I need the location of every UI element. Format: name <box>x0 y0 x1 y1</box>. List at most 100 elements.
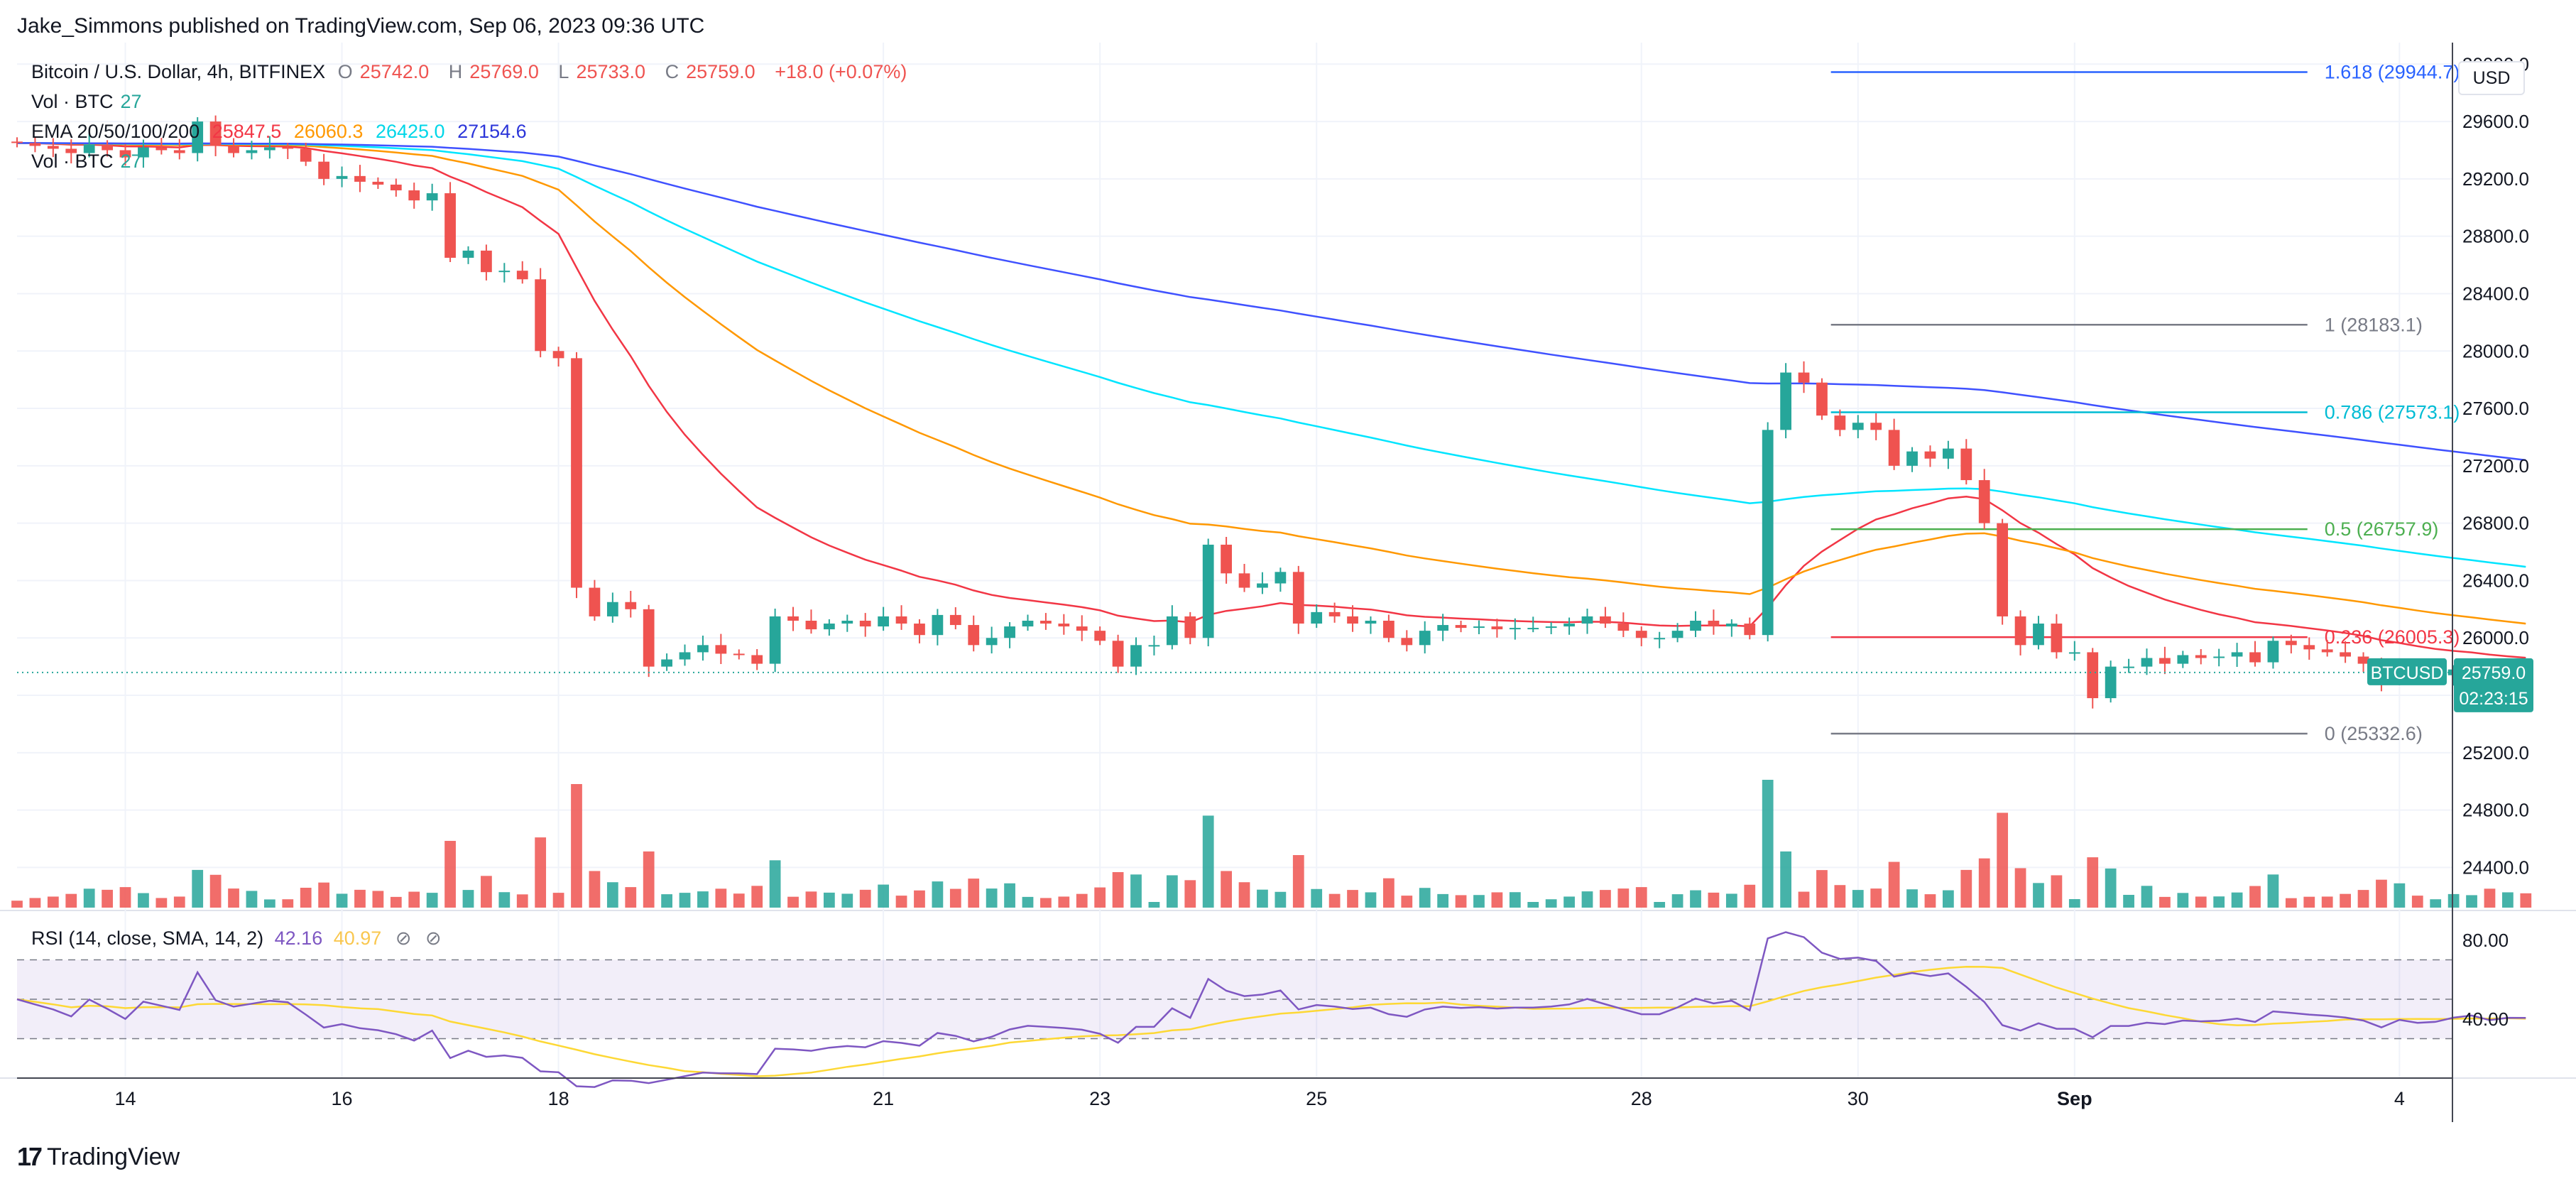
candle-body <box>1184 616 1196 638</box>
volume-bar <box>805 891 817 908</box>
legend-vol1[interactable]: Vol · BTC 27 <box>31 91 149 113</box>
volume-bar <box>300 888 312 908</box>
volume-bar <box>1257 889 1268 908</box>
candle-body <box>2087 652 2099 699</box>
volume-bar <box>1852 890 1864 908</box>
volume-bar <box>481 876 492 908</box>
volume-bar <box>2303 896 2315 908</box>
candle-body <box>751 655 763 664</box>
ema50-value: 26060.3 <box>293 121 364 142</box>
rsi-band <box>17 959 2452 1040</box>
y-tick-label: 28400.0 <box>2462 283 2529 304</box>
volume-bar <box>2231 892 2243 908</box>
symbol-badge <box>2367 658 2447 685</box>
y-tick-label: 24400.0 <box>2462 856 2529 878</box>
volume-bar <box>1491 892 1503 908</box>
ema200-line <box>17 142 2526 462</box>
currency-button[interactable]: USD <box>2458 61 2525 95</box>
publisher-line: Jake_Simmons published on TradingView.co… <box>17 14 705 38</box>
volume-bar <box>155 898 168 908</box>
candle-body <box>138 147 149 158</box>
volume-bar <box>83 888 95 908</box>
volume-bar <box>1978 858 1990 908</box>
volume-bar <box>715 888 727 908</box>
volume-bar <box>390 896 402 908</box>
legend-vol2[interactable]: Vol · BTC 27 <box>31 151 149 173</box>
volume-bar <box>1419 888 1431 908</box>
candle-body <box>1076 626 1088 631</box>
rsi-value: 42.16 <box>274 928 323 949</box>
fib-levels[interactable]: 1.618 (29944.7) 1 (28183.1) 0.786 (27573.1… <box>1830 61 2460 744</box>
volume-bar <box>1473 895 1485 908</box>
eye-off-icon[interactable]: ⊘ <box>395 928 412 949</box>
ema200-value: 27154.6 <box>457 121 527 142</box>
candle-body <box>1563 624 1575 627</box>
volume-bar <box>1725 893 1737 908</box>
volume-bar <box>2411 896 2423 908</box>
volume-bar <box>1238 882 1250 908</box>
ema100-value: 26425.0 <box>375 121 445 142</box>
volume-bar <box>2177 893 2189 908</box>
ema-lines <box>16 142 2526 659</box>
volume-bar <box>1888 861 1900 908</box>
candle-body <box>354 175 366 182</box>
candle-body <box>2105 666 2117 699</box>
price-badge-price: 25759.0 <box>2462 663 2526 683</box>
candle-body <box>535 279 547 352</box>
candle-body <box>1311 611 1323 624</box>
volume-bar <box>2520 893 2532 908</box>
candle-body <box>2447 669 2460 675</box>
candle-body <box>1455 625 1467 629</box>
y-tick-label: 24800.0 <box>2462 800 2529 821</box>
symbol-badge-text: BTCUSD <box>2371 663 2444 683</box>
volume-bar <box>2285 898 2297 908</box>
volume-bar <box>1328 893 1341 908</box>
fib-level-label: 0.5 (26757.9) <box>2325 518 2439 540</box>
volume-bar <box>1401 896 1413 908</box>
tradingview-branding[interactable]: 17 TradingView <box>17 1142 180 1172</box>
volume-bar <box>949 888 961 908</box>
volume-bar <box>589 871 601 908</box>
candle-body <box>1022 620 1034 627</box>
candle-body <box>1780 372 1791 430</box>
volume-bar <box>823 892 835 908</box>
volume-bar <box>2484 888 2496 908</box>
volume-bar <box>1292 855 1304 908</box>
legend-main-row[interactable]: Bitcoin / U.S. Dollar, 4h, BITFINEX O 257… <box>31 61 914 83</box>
rsi-sma-value: 40.97 <box>333 928 382 949</box>
volume-bar <box>1834 885 1846 908</box>
volume-bar <box>2249 886 2261 908</box>
legend-ema[interactable]: EMA 20/50/100/200 25847.5 26060.3 26425.… <box>31 121 534 143</box>
candle-body <box>1166 616 1178 646</box>
eye-off-icon[interactable]: ⊘ <box>425 928 442 949</box>
volume-bar <box>1130 874 1142 908</box>
symbol-title[interactable]: Bitcoin / U.S. Dollar, 4h, BITFINEX <box>31 61 326 82</box>
volume-bar <box>1780 851 1791 908</box>
candle-body <box>336 175 348 179</box>
candle-body <box>823 624 835 630</box>
candle-body <box>444 193 456 258</box>
volume-bar <box>1365 892 1377 908</box>
volume-bars <box>11 780 2532 908</box>
candle-body <box>1997 523 2009 616</box>
ema20-line <box>16 142 2526 659</box>
candle-body <box>1292 572 1304 624</box>
candle-body <box>1798 372 1810 383</box>
candle-body <box>1816 382 1828 416</box>
volume-bar <box>751 886 763 908</box>
rsi-legend[interactable]: RSI (14, close, SMA, 14, 2) 42.16 40.97 … <box>31 928 442 950</box>
tradingview-brand-text: TradingView <box>47 1143 180 1170</box>
vol1-label: Vol · BTC <box>31 91 114 112</box>
volume-bar <box>282 899 294 908</box>
candle-body <box>29 143 41 146</box>
candle-body <box>1401 638 1413 646</box>
candle-body <box>1130 645 1142 667</box>
volume-bar <box>1943 890 1954 908</box>
candle-body <box>968 625 980 646</box>
ohlc-high: H 25769.0 <box>448 61 539 82</box>
candle-body <box>1382 620 1395 638</box>
ohlc-close: C 25759.0 <box>665 61 755 82</box>
volume-bar <box>1997 812 2009 908</box>
